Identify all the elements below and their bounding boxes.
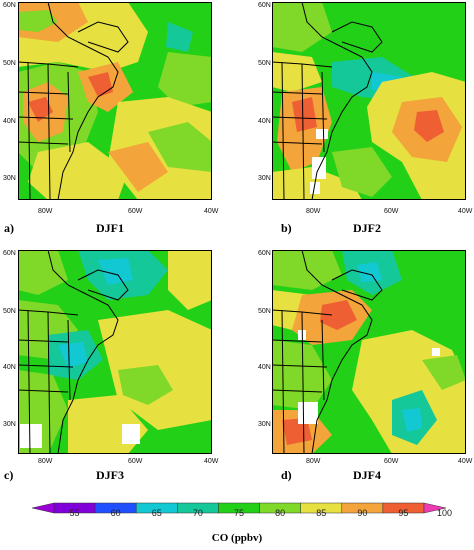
lon-tick-60w: 60W — [128, 458, 143, 465]
colorbar-tick: 75 — [233, 508, 245, 518]
coastline-overlay — [272, 2, 383, 200]
lat-tick-60n: 60N — [258, 2, 271, 9]
coastline-overlay — [272, 250, 383, 454]
colorbar-title: CO (ppbv) — [211, 532, 263, 544]
colorbar-tick: 95 — [398, 508, 409, 518]
map-panel-djf4 — [272, 250, 466, 454]
lat-tick-40n: 40N — [258, 364, 271, 371]
lon-tick-80w: 80W — [38, 208, 53, 215]
lat-tick-50n: 50N — [258, 308, 271, 315]
lat-tick-60n: 60N — [258, 250, 271, 257]
lat-tick-40n: 40N — [3, 364, 16, 371]
lon-tick-80w: 80W — [38, 458, 53, 465]
co-map-djf3 — [18, 250, 212, 454]
colorbar-tick: 90 — [357, 508, 368, 518]
colorbar-tick: 70 — [192, 508, 203, 518]
lat-tick-30n: 30N — [258, 421, 271, 428]
panel-title-djf2: DJF2 — [353, 221, 381, 235]
colorbar-tick: 65 — [151, 508, 162, 518]
panel-title-djf1: DJF1 — [96, 221, 124, 235]
panel-letter-c: c) — [4, 468, 14, 482]
colorbar-arrow-low — [31, 502, 55, 514]
lon-tick-60w: 60W — [384, 458, 399, 465]
lon-tick-40w: 40W — [458, 208, 473, 215]
panel-letter-a: a) — [4, 221, 14, 235]
lon-tick-80w: 80W — [306, 458, 321, 465]
lon-tick-40w: 40W — [204, 458, 219, 465]
colorbar-tick: 55 — [69, 508, 80, 518]
panel-title-djf3: DJF3 — [96, 468, 124, 482]
colorbar-tick: 80 — [275, 508, 286, 518]
colorbar-arrow-high — [423, 502, 447, 514]
lat-tick-30n: 30N — [3, 175, 16, 182]
co-map-djf1 — [18, 2, 212, 200]
lat-tick-30n: 30N — [258, 175, 271, 182]
map-panel-djf3 — [18, 250, 212, 454]
lon-tick-60w: 60W — [384, 208, 399, 215]
colorbar-swatches — [31, 502, 447, 514]
lat-tick-60n: 60N — [3, 250, 16, 257]
lon-tick-40w: 40W — [458, 458, 473, 465]
lon-tick-60w: 60W — [128, 208, 143, 215]
panel-letter-b: b) — [281, 221, 292, 235]
panel-letter-d: d) — [281, 468, 292, 482]
co-map-djf2 — [272, 2, 466, 200]
map-panel-djf2 — [272, 2, 466, 200]
lat-tick-50n: 50N — [3, 308, 16, 315]
map-panel-djf1 — [18, 2, 212, 200]
lon-tick-80w: 80W — [306, 208, 321, 215]
lat-tick-40n: 40N — [3, 118, 16, 125]
colorbar — [0, 500, 474, 521]
lat-tick-60n: 60N — [3, 2, 16, 9]
co-map-djf4 — [272, 250, 466, 454]
colorbar-tick: 85 — [316, 508, 327, 518]
lat-tick-50n: 50N — [258, 60, 271, 67]
coastline-overlay — [18, 2, 129, 200]
lat-tick-40n: 40N — [258, 118, 271, 125]
colorbar-tick: 100 — [437, 508, 453, 518]
coastline-overlay — [18, 250, 129, 454]
colorbar-tick: 60 — [110, 508, 121, 518]
lat-tick-50n: 50N — [3, 60, 16, 67]
panel-title-djf4: DJF4 — [353, 468, 381, 482]
lon-tick-40w: 40W — [204, 208, 219, 215]
lat-tick-30n: 30N — [3, 421, 16, 428]
